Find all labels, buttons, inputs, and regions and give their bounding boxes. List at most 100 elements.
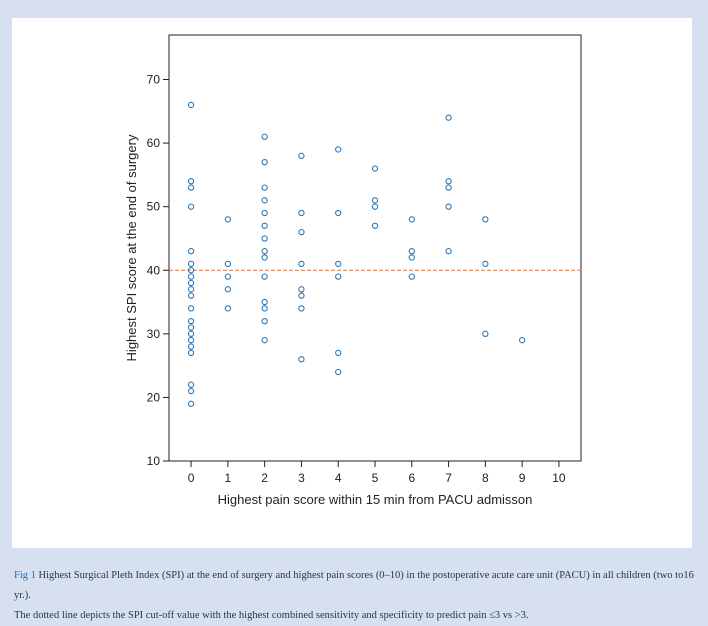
data-point [261, 254, 268, 261]
data-point [371, 203, 379, 210]
data-point [261, 317, 268, 325]
data-point [187, 273, 195, 280]
data-point [261, 305, 268, 312]
data-point [187, 101, 195, 109]
data-point [335, 260, 342, 268]
data-point [187, 330, 195, 337]
data-point [261, 235, 268, 242]
data-point [408, 248, 415, 255]
data-point [187, 178, 195, 185]
figure-panel: 0 1 2 3 4 5 6 7 8 9 10 10 20 30 40 50 60 70 Highest pain… [12, 18, 692, 548]
data-point [298, 286, 305, 293]
data-point [187, 324, 195, 331]
data-point [187, 387, 195, 395]
data-point [224, 273, 232, 280]
y-tick-label: 40 [147, 263, 161, 277]
data-point [371, 222, 379, 229]
scatter-chart: 0 1 2 3 4 5 6 7 8 9 10 10 20 30 40 50 60 70 Highest pain… [124, 34, 582, 507]
data-point [187, 381, 195, 388]
data-point [482, 330, 489, 337]
data-point [298, 356, 305, 363]
data-point [187, 267, 195, 274]
data-point [187, 279, 195, 287]
data-point [445, 114, 452, 121]
data-point [408, 216, 415, 223]
y-tick-label: 50 [147, 200, 161, 214]
x-tick-label: 5 [372, 471, 379, 485]
x-tick-label: 0 [188, 471, 195, 485]
data-point [335, 146, 342, 153]
data-point [261, 222, 268, 229]
y-tick-label: 30 [147, 327, 161, 341]
y-axis-label: Highest SPI score at the end of surgery [124, 134, 139, 361]
data-point [224, 260, 232, 268]
x-tick-label: 10 [552, 471, 566, 485]
x-axis-ticks: 0 1 2 3 4 5 6 7 8 9 10 [188, 461, 566, 485]
data-point [187, 260, 195, 268]
data-point [187, 343, 195, 350]
y-tick-label: 60 [147, 136, 161, 150]
data-point [224, 216, 232, 223]
x-tick-label: 1 [225, 471, 232, 485]
data-point [224, 305, 232, 312]
y-tick-label: 20 [147, 390, 161, 404]
data-point [187, 317, 195, 325]
data-point [187, 292, 195, 299]
data-point [261, 159, 268, 166]
x-tick-label: 7 [445, 471, 452, 485]
data-point [298, 292, 305, 299]
figure-label: Fig 1 [14, 570, 36, 581]
data-point [298, 152, 305, 159]
caption-line-2: The dotted line depicts the SPI cut-off … [14, 610, 529, 621]
data-point [445, 178, 452, 185]
data-point [261, 184, 268, 191]
data-point [298, 260, 305, 268]
data-point [408, 254, 415, 261]
data-point [335, 273, 342, 280]
caption-text-1: Highest Surgical Pleth Index (SPI) at th… [14, 570, 694, 601]
data-point [335, 368, 342, 376]
data-point [518, 337, 526, 344]
x-tick-label: 4 [335, 471, 342, 485]
data-point [335, 349, 342, 357]
x-tick-label: 8 [482, 471, 489, 485]
data-point [187, 305, 195, 312]
data-point [187, 203, 195, 210]
x-axis-label: Highest pain score within 15 min from PA… [218, 492, 533, 507]
data-point [261, 197, 268, 204]
data-point [187, 349, 195, 357]
figure-caption: Fig 1 Highest Surgical Pleth Index (SPI)… [14, 566, 698, 626]
data-point [408, 273, 415, 280]
data-point [187, 286, 195, 293]
y-tick-label: 10 [147, 454, 161, 468]
x-tick-label: 6 [408, 471, 415, 485]
data-point [482, 216, 489, 223]
data-point [298, 228, 305, 236]
data-point [371, 197, 379, 204]
x-tick-label: 3 [298, 471, 305, 485]
data-point [187, 248, 195, 255]
data-point [187, 337, 195, 344]
data-point [445, 184, 452, 191]
y-axis-ticks: 10 20 30 40 50 60 70 [147, 73, 169, 468]
plot-frame [168, 34, 582, 462]
data-point [371, 165, 379, 172]
data-point [187, 184, 195, 191]
data-point [335, 209, 342, 217]
data-point [482, 260, 489, 268]
data-point [261, 298, 268, 306]
data-points-layer [187, 101, 526, 407]
y-tick-label: 70 [147, 73, 161, 87]
caption-line-1: Fig 1 Highest Surgical Pleth Index (SPI)… [14, 566, 698, 606]
data-point [298, 209, 305, 217]
data-point [445, 203, 452, 210]
data-point [261, 273, 268, 280]
data-point [261, 209, 268, 217]
data-point [261, 133, 268, 140]
x-tick-label: 9 [519, 471, 526, 485]
data-point [445, 248, 452, 255]
data-point [224, 286, 232, 293]
data-point [261, 337, 268, 344]
data-point [261, 248, 268, 255]
data-point [298, 305, 305, 312]
